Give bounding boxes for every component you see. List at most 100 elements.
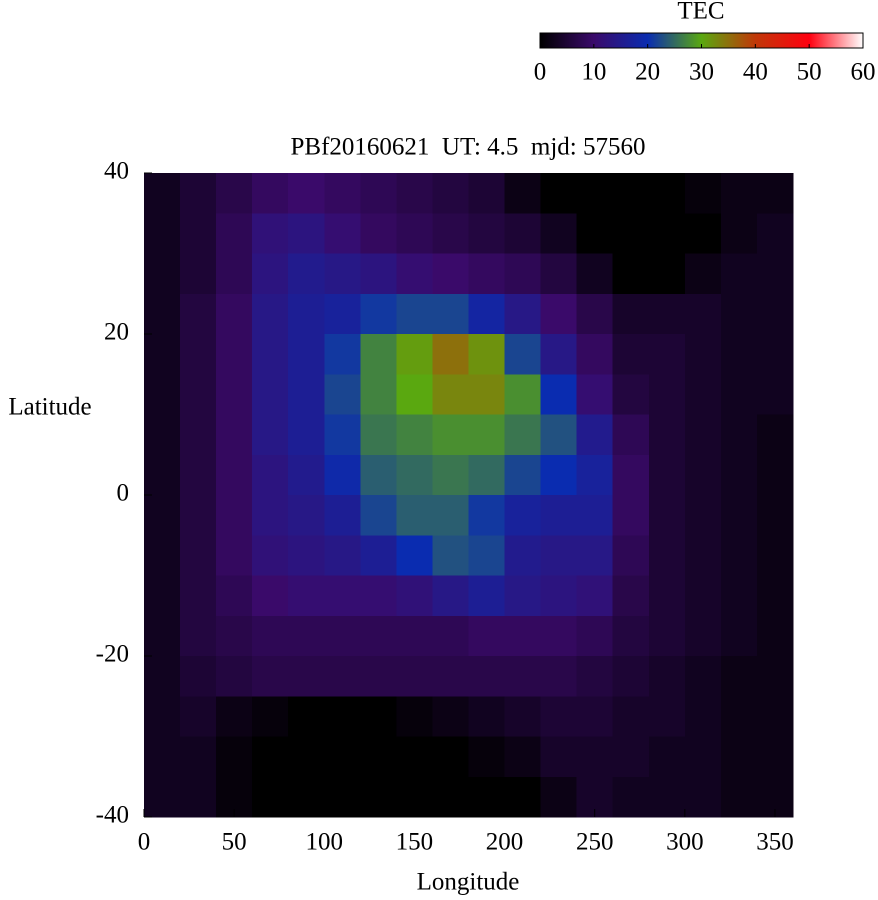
- heatmap-cell: [432, 414, 470, 456]
- heatmap-cell: [540, 615, 578, 657]
- heatmap-cell: [324, 535, 361, 577]
- heatmap-cell: [396, 213, 434, 255]
- heatmap-cell: [288, 253, 325, 295]
- heatmap-cell: [504, 615, 542, 657]
- heatmap-cell: [756, 535, 794, 577]
- colorbar-tick-label: 60: [851, 59, 876, 86]
- heatmap-cell: [324, 374, 361, 416]
- heatmap-cell: [576, 334, 614, 375]
- heatmap-cell: [468, 696, 506, 738]
- heatmap-cell: [576, 696, 614, 738]
- heatmap-cell: [612, 736, 650, 778]
- heatmap-cell: [396, 374, 434, 416]
- heatmap-cell: [756, 374, 794, 416]
- heatmap-cell: [612, 414, 650, 456]
- heatmap-cell: [648, 213, 686, 255]
- heatmap-cell: [180, 736, 217, 778]
- heatmap-cell: [684, 293, 722, 335]
- heatmap-cell: [144, 535, 181, 577]
- heatmap-cell: [684, 414, 722, 456]
- heatmap-cell: [540, 173, 578, 214]
- heatmap-cell: [288, 615, 325, 657]
- heatmap-cell: [612, 213, 650, 255]
- heatmap-cell: [756, 293, 794, 335]
- heatmap-cell: [180, 173, 217, 214]
- heatmap-cell: [288, 293, 325, 335]
- heatmap-cell: [324, 656, 361, 697]
- heatmap-cell: [288, 696, 325, 738]
- colorbar-tick-label: 10: [581, 59, 606, 86]
- heatmap-cell: [180, 656, 217, 697]
- heatmap-cell: [252, 334, 289, 375]
- heatmap-cell: [468, 253, 506, 295]
- heatmap-cell: [720, 776, 758, 818]
- heatmap-cell: [252, 454, 289, 496]
- heatmap-cell: [360, 495, 397, 536]
- heatmap-cell: [216, 575, 253, 617]
- heatmap-cell: [648, 454, 686, 496]
- heatmap-cell: [216, 293, 253, 335]
- heatmap-cell: [504, 454, 542, 496]
- heatmap-cell: [288, 414, 325, 456]
- heatmap-cell: [396, 253, 434, 295]
- heatmap-cell: [684, 535, 722, 577]
- heatmap-cell: [216, 696, 253, 738]
- heatmap-cell: [144, 334, 181, 375]
- heatmap-cell: [720, 696, 758, 738]
- heatmap-cell: [612, 696, 650, 738]
- heatmap-cell: [288, 736, 325, 778]
- x-tick-label: 50: [222, 829, 247, 856]
- heatmap-cell: [144, 575, 181, 617]
- heatmap-cell: [648, 615, 686, 657]
- heatmap-cell: [720, 173, 758, 214]
- heatmap-cell: [504, 173, 542, 214]
- heatmap-cell: [252, 213, 289, 255]
- heatmap-cell: [360, 213, 397, 255]
- heatmap-cell: [540, 253, 578, 295]
- y-tick-label: 0: [117, 480, 130, 507]
- heatmap-cell: [576, 374, 614, 416]
- heatmap-cell: [720, 495, 758, 536]
- heatmap-cell: [252, 575, 289, 617]
- heatmap-cell: [684, 615, 722, 657]
- heatmap-cell: [612, 334, 650, 375]
- heatmap-cell: [180, 414, 217, 456]
- y-tick-label: 20: [104, 319, 129, 346]
- heatmap-cell: [360, 374, 397, 416]
- heatmap-cell: [396, 293, 434, 335]
- heatmap-cell: [756, 213, 794, 255]
- heatmap-cell: [540, 213, 578, 255]
- heatmap-cell: [612, 495, 650, 536]
- heatmap-cell: [612, 253, 650, 295]
- x-tick-label: 300: [666, 829, 704, 856]
- heatmap-cell: [540, 495, 578, 536]
- heatmap-cell: [180, 334, 217, 375]
- heatmap-cell: [144, 776, 181, 818]
- heatmap-cell: [720, 414, 758, 456]
- heatmap-cell: [540, 776, 578, 818]
- heatmap-cell: [216, 414, 253, 456]
- heatmap-cell: [720, 615, 758, 657]
- heatmap-cell: [684, 374, 722, 416]
- heatmap-cell: [576, 253, 614, 295]
- heatmap-cell: [540, 334, 578, 375]
- colorbar-label: TEC: [677, 0, 724, 25]
- heatmap-cell: [180, 615, 217, 657]
- heatmap-cell: [360, 696, 397, 738]
- heatmap-cell: [252, 736, 289, 778]
- heatmap-cell: [144, 736, 181, 778]
- heatmap-cell: [360, 454, 397, 496]
- heatmap-cell: [756, 495, 794, 536]
- heatmap-cell: [360, 575, 397, 617]
- heatmap-cell: [504, 213, 542, 255]
- heatmap-cell: [576, 213, 614, 255]
- heatmap-cell: [396, 454, 434, 496]
- heatmap-cell: [432, 535, 470, 577]
- heatmap-cell: [540, 414, 578, 456]
- heatmap-cell: [180, 253, 217, 295]
- heatmap-cell: [360, 776, 397, 818]
- heatmap-cell: [324, 615, 361, 657]
- heatmap-cell: [324, 414, 361, 456]
- heatmap-cell: [360, 414, 397, 456]
- y-axis-label: Latitude: [8, 394, 91, 421]
